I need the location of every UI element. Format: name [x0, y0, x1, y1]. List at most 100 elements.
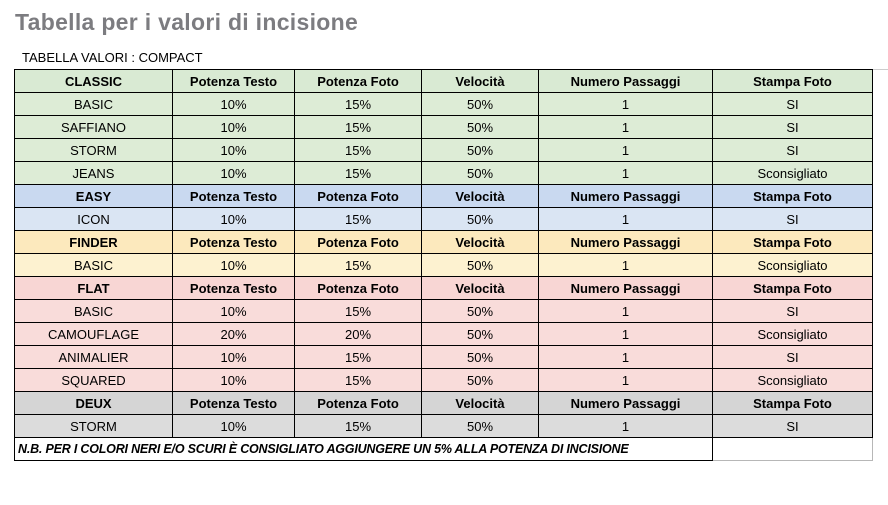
value-cell[interactable]: SI [712, 299, 873, 323]
value-cell[interactable]: 15% [294, 345, 422, 369]
value-cell[interactable]: 10% [172, 368, 295, 392]
value-cell[interactable]: SI [712, 414, 873, 438]
column-header-cell[interactable]: Stampa Foto [712, 69, 873, 93]
value-cell[interactable]: 15% [294, 414, 422, 438]
value-cell[interactable]: 1 [538, 138, 713, 162]
column-header-cell[interactable]: Velocità [421, 391, 539, 415]
gridline-artifact [873, 69, 888, 70]
value-cell[interactable]: 50% [421, 207, 539, 231]
column-header-cell[interactable]: Velocità [421, 69, 539, 93]
value-cell[interactable]: 50% [421, 138, 539, 162]
column-header-cell[interactable]: Potenza Testo [172, 276, 295, 300]
column-header-cell[interactable]: Potenza Testo [172, 230, 295, 254]
value-cell[interactable]: 20% [172, 322, 295, 346]
column-header-cell[interactable]: Velocità [421, 276, 539, 300]
value-cell[interactable]: 1 [538, 368, 713, 392]
model-name-cell[interactable]: CAMOUFLAGE [14, 322, 173, 346]
column-header-cell[interactable]: Potenza Foto [294, 184, 422, 208]
value-cell[interactable]: 10% [172, 115, 295, 139]
column-header-cell[interactable]: Potenza Testo [172, 184, 295, 208]
column-header-cell[interactable]: Potenza Testo [172, 69, 295, 93]
section-name-cell[interactable]: FINDER [14, 230, 173, 254]
value-cell[interactable]: 1 [538, 345, 713, 369]
value-cell[interactable]: 1 [538, 207, 713, 231]
value-cell[interactable]: 10% [172, 345, 295, 369]
value-cell[interactable]: 50% [421, 322, 539, 346]
value-cell[interactable]: 50% [421, 92, 539, 116]
value-cell[interactable]: SI [712, 345, 873, 369]
value-cell[interactable]: Sconsigliato [712, 253, 873, 277]
column-header-cell[interactable]: Stampa Foto [712, 391, 873, 415]
model-name-cell[interactable]: BASIC [14, 299, 173, 323]
value-cell[interactable]: 1 [538, 161, 713, 185]
section-name-cell[interactable]: FLAT [14, 276, 173, 300]
value-cell[interactable]: Sconsigliato [712, 368, 873, 392]
value-cell[interactable]: 10% [172, 299, 295, 323]
column-header-cell[interactable]: Stampa Foto [712, 276, 873, 300]
value-cell[interactable]: 10% [172, 207, 295, 231]
value-cell[interactable]: 15% [294, 253, 422, 277]
value-cell[interactable]: 15% [294, 92, 422, 116]
column-header-cell[interactable]: Potenza Testo [172, 391, 295, 415]
column-header-cell[interactable]: Velocità [421, 230, 539, 254]
value-cell[interactable]: 15% [294, 138, 422, 162]
value-cell[interactable]: 50% [421, 414, 539, 438]
model-name-cell[interactable]: STORM [14, 414, 173, 438]
value-cell[interactable]: 10% [172, 138, 295, 162]
note-cell[interactable]: N.B. PER I COLORI NERI E/O SCURI È CONSI… [14, 437, 713, 461]
column-header-cell[interactable]: Potenza Foto [294, 230, 422, 254]
value-cell[interactable]: 50% [421, 115, 539, 139]
value-cell[interactable]: Sconsigliato [712, 161, 873, 185]
column-header-cell[interactable]: Stampa Foto [712, 184, 873, 208]
value-cell[interactable]: 50% [421, 253, 539, 277]
value-cell[interactable]: SI [712, 92, 873, 116]
model-name-cell[interactable]: STORM [14, 138, 173, 162]
value-cell[interactable]: 1 [538, 299, 713, 323]
value-cell[interactable]: 1 [538, 92, 713, 116]
value-cell[interactable]: 1 [538, 115, 713, 139]
column-header-cell[interactable]: Stampa Foto [712, 230, 873, 254]
column-header-cell[interactable]: Numero Passaggi [538, 230, 713, 254]
section-name-cell[interactable]: DEUX [14, 391, 173, 415]
value-cell[interactable]: SI [712, 115, 873, 139]
column-header-cell[interactable]: Potenza Foto [294, 391, 422, 415]
value-cell[interactable]: 50% [421, 368, 539, 392]
value-cell[interactable]: Sconsigliato [712, 322, 873, 346]
value-cell[interactable]: SI [712, 138, 873, 162]
section-name-cell[interactable]: EASY [14, 184, 173, 208]
value-cell[interactable]: 15% [294, 207, 422, 231]
model-name-cell[interactable]: BASIC [14, 92, 173, 116]
value-cell[interactable]: 1 [538, 253, 713, 277]
value-cell[interactable]: 50% [421, 161, 539, 185]
section-name-cell[interactable]: CLASSIC [14, 69, 173, 93]
value-cell[interactable]: 10% [172, 92, 295, 116]
value-cell[interactable]: 15% [294, 368, 422, 392]
value-cell[interactable]: 10% [172, 253, 295, 277]
value-cell[interactable]: 15% [294, 299, 422, 323]
model-name-cell[interactable]: ANIMALIER [14, 345, 173, 369]
column-header-cell[interactable]: Potenza Foto [294, 276, 422, 300]
model-name-cell[interactable]: BASIC [14, 253, 173, 277]
value-cell[interactable]: 10% [172, 414, 295, 438]
column-header-cell[interactable]: Numero Passaggi [538, 69, 713, 93]
model-name-cell[interactable]: SAFFIANO [14, 115, 173, 139]
value-cell[interactable]: 20% [294, 322, 422, 346]
column-header-cell[interactable]: Numero Passaggi [538, 391, 713, 415]
column-header-cell[interactable]: Numero Passaggi [538, 184, 713, 208]
value-cell[interactable]: 50% [421, 345, 539, 369]
value-cell[interactable]: 1 [538, 414, 713, 438]
model-row: STORM 10% 15% 50% 1 SI [14, 414, 873, 438]
value-cell[interactable]: SI [712, 207, 873, 231]
column-header-cell[interactable]: Velocità [421, 184, 539, 208]
note-spacer-cell[interactable] [712, 437, 873, 461]
column-header-cell[interactable]: Numero Passaggi [538, 276, 713, 300]
value-cell[interactable]: 15% [294, 161, 422, 185]
column-header-cell[interactable]: Potenza Foto [294, 69, 422, 93]
value-cell[interactable]: 15% [294, 115, 422, 139]
model-name-cell[interactable]: SQUARED [14, 368, 173, 392]
value-cell[interactable]: 1 [538, 322, 713, 346]
value-cell[interactable]: 50% [421, 299, 539, 323]
value-cell[interactable]: 10% [172, 161, 295, 185]
model-name-cell[interactable]: ICON [14, 207, 173, 231]
model-name-cell[interactable]: JEANS [14, 161, 173, 185]
